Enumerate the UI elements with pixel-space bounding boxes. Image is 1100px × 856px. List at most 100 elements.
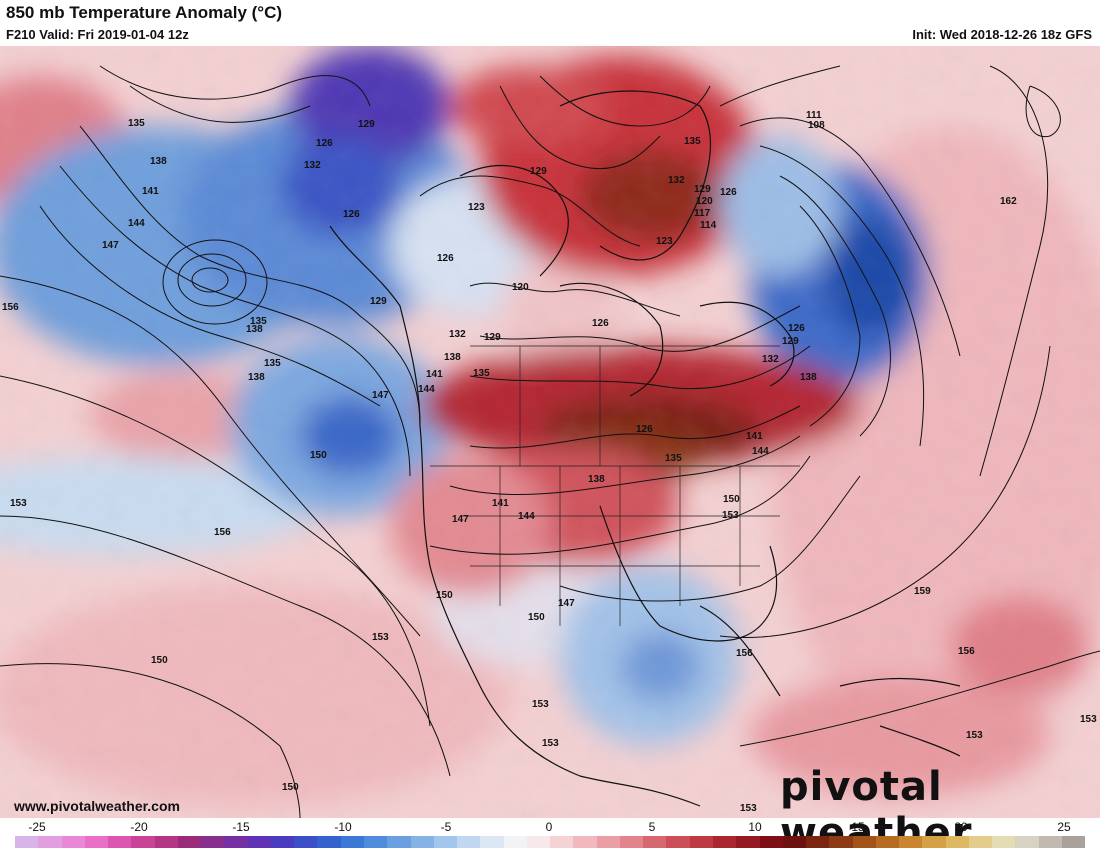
colorbar-swatch bbox=[852, 836, 876, 848]
coastlines bbox=[329, 90, 961, 807]
colorbar-swatch bbox=[992, 836, 1016, 848]
colorbar-swatch bbox=[806, 836, 830, 848]
colorbar-swatch bbox=[131, 836, 155, 848]
svg-text:108: 108 bbox=[808, 120, 825, 131]
svg-text:156: 156 bbox=[736, 648, 753, 659]
colorbar-swatch bbox=[550, 836, 574, 848]
colorbar bbox=[15, 836, 1086, 848]
colorbar-swatch bbox=[666, 836, 690, 848]
svg-text:144: 144 bbox=[128, 218, 145, 229]
colorbar-swatch bbox=[433, 836, 458, 848]
colorbar-swatch bbox=[619, 836, 644, 848]
colorbar-swatch bbox=[270, 836, 295, 848]
colorbar-swatch bbox=[201, 836, 225, 848]
svg-text:150: 150 bbox=[151, 655, 168, 666]
svg-text:114: 114 bbox=[700, 220, 717, 231]
tick-label: -25 bbox=[28, 820, 46, 834]
svg-text:132: 132 bbox=[762, 354, 779, 365]
map-canvas: 135 129 126 132 138 141 144 147 156 126 … bbox=[0, 46, 1100, 818]
svg-text:153: 153 bbox=[966, 730, 983, 741]
weather-map[interactable]: 135 129 126 132 138 141 144 147 156 126 … bbox=[0, 46, 1100, 818]
svg-text:138: 138 bbox=[248, 372, 265, 383]
colorbar-swatch bbox=[503, 836, 527, 848]
height-contours bbox=[0, 65, 1100, 818]
colorbar-swatch bbox=[875, 836, 900, 848]
colorbar-swatch bbox=[759, 836, 783, 848]
svg-text:138: 138 bbox=[588, 474, 605, 485]
svg-text:135: 135 bbox=[665, 453, 682, 464]
svg-text:153: 153 bbox=[740, 803, 757, 814]
brand-logo: pivotal weather bbox=[780, 764, 973, 856]
svg-text:141: 141 bbox=[426, 369, 443, 380]
contour-labels: 135 129 126 132 138 141 144 147 156 126 … bbox=[2, 110, 1097, 814]
colorbar-swatch bbox=[177, 836, 202, 848]
svg-text:126: 126 bbox=[788, 323, 805, 334]
svg-text:135: 135 bbox=[264, 358, 281, 369]
svg-text:126: 126 bbox=[592, 318, 609, 329]
svg-text:147: 147 bbox=[558, 598, 575, 609]
colorbar-swatch bbox=[689, 836, 713, 848]
colorbar-swatch bbox=[829, 836, 853, 848]
colorbar-swatch bbox=[154, 836, 178, 848]
svg-text:156: 156 bbox=[958, 646, 975, 657]
tick-label: 5 bbox=[648, 820, 656, 834]
svg-text:153: 153 bbox=[10, 498, 27, 509]
colorbar-swatch bbox=[643, 836, 667, 848]
svg-text:126: 126 bbox=[636, 424, 653, 435]
colorbar-swatch bbox=[410, 836, 434, 848]
svg-text:156: 156 bbox=[214, 527, 231, 538]
colorbar-swatch bbox=[596, 836, 620, 848]
svg-text:129: 129 bbox=[530, 166, 547, 177]
svg-text:147: 147 bbox=[102, 240, 119, 251]
svg-text:144: 144 bbox=[518, 511, 535, 522]
colorbar-swatch bbox=[922, 836, 946, 848]
colorbar-swatch bbox=[38, 836, 62, 848]
svg-text:129: 129 bbox=[484, 332, 501, 343]
svg-text:153: 153 bbox=[1080, 714, 1097, 725]
svg-text:132: 132 bbox=[668, 175, 685, 186]
svg-text:129: 129 bbox=[782, 336, 799, 347]
colorbar-swatch bbox=[387, 836, 411, 848]
svg-text:153: 153 bbox=[532, 699, 549, 710]
tick-label: -15 bbox=[232, 820, 250, 834]
colorbar-swatch bbox=[899, 836, 923, 848]
svg-text:138: 138 bbox=[800, 372, 817, 383]
tick-label: 15 bbox=[851, 820, 865, 834]
svg-text:120: 120 bbox=[512, 282, 529, 293]
colorbar-swatch bbox=[247, 836, 271, 848]
svg-text:150: 150 bbox=[310, 450, 327, 461]
svg-text:135: 135 bbox=[473, 368, 490, 379]
tick-label: 25 bbox=[1057, 820, 1071, 834]
svg-text:138: 138 bbox=[246, 324, 263, 335]
svg-text:138: 138 bbox=[150, 156, 167, 167]
map-title: 850 mb Temperature Anomaly (°C) bbox=[6, 3, 283, 22]
colorbar-swatch bbox=[712, 836, 737, 848]
svg-text:162: 162 bbox=[1000, 196, 1017, 207]
svg-text:126: 126 bbox=[437, 253, 454, 264]
colorbar-swatch bbox=[294, 836, 318, 848]
tick-label: -10 bbox=[334, 820, 352, 834]
svg-text:153: 153 bbox=[372, 632, 389, 643]
colorbar-swatch bbox=[945, 836, 969, 848]
init-time: Init: Wed 2018-12-26 18z GFS bbox=[912, 27, 1092, 42]
colorbar-swatch bbox=[363, 836, 388, 848]
svg-text:126: 126 bbox=[316, 138, 333, 149]
svg-text:120: 120 bbox=[696, 196, 713, 207]
svg-text:147: 147 bbox=[372, 390, 389, 401]
colorbar-ticks: -25 -20 -15 -10 -5 0 5 10 15 20 25 bbox=[0, 818, 1100, 836]
svg-text:138: 138 bbox=[444, 352, 461, 363]
svg-text:129: 129 bbox=[358, 119, 375, 130]
svg-text:111: 111 bbox=[806, 110, 822, 121]
svg-text:141: 141 bbox=[746, 431, 763, 442]
colorbar-swatch bbox=[15, 836, 39, 848]
colorbar-swatch bbox=[736, 836, 760, 848]
svg-text:144: 144 bbox=[752, 446, 769, 457]
svg-text:135: 135 bbox=[250, 316, 267, 327]
svg-text:153: 153 bbox=[542, 738, 559, 749]
colorbar-swatch bbox=[573, 836, 597, 848]
svg-text:153: 153 bbox=[722, 510, 739, 521]
tick-label: -20 bbox=[130, 820, 148, 834]
svg-text:117: 117 bbox=[694, 208, 711, 219]
svg-text:144: 144 bbox=[418, 384, 435, 395]
svg-text:132: 132 bbox=[304, 160, 321, 171]
